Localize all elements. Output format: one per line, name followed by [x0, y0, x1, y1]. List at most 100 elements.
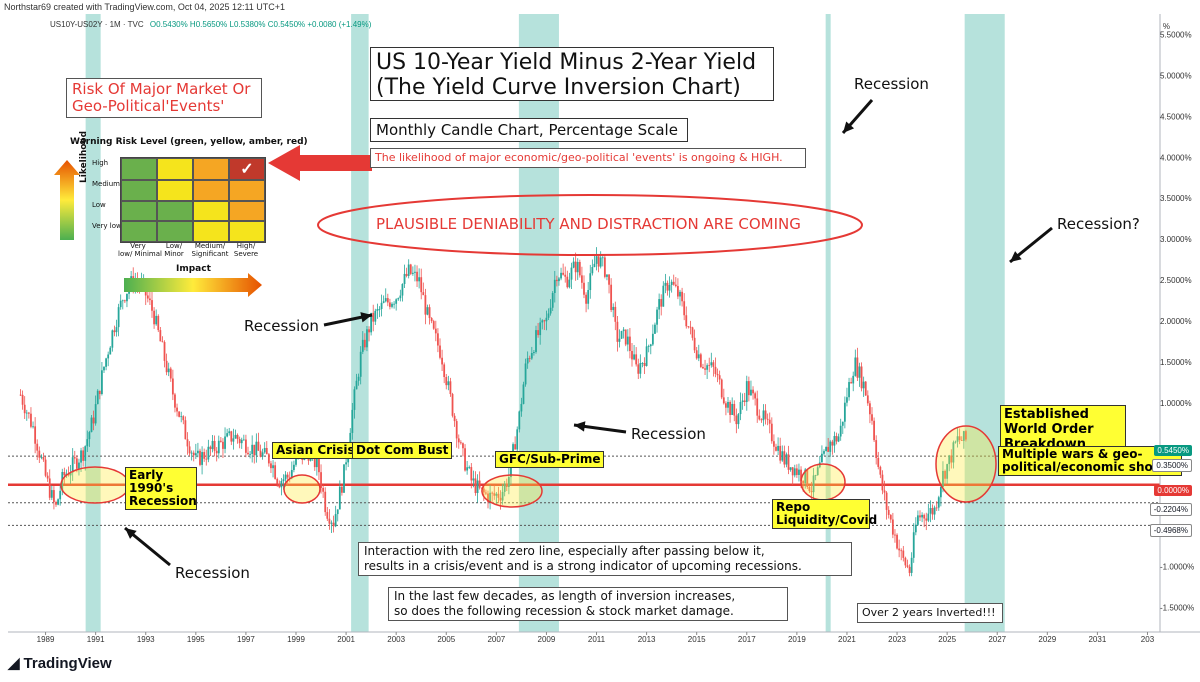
candle-body: [376, 309, 379, 311]
candle-body: [904, 557, 907, 566]
candle-body: [568, 279, 571, 288]
candle-body: [860, 366, 863, 389]
risk-cell: [193, 158, 229, 180]
candle-body: [455, 421, 458, 439]
candle-body: [163, 342, 166, 361]
candle-body: [608, 274, 610, 285]
candle-body: [88, 432, 91, 440]
candle-body: [549, 307, 552, 314]
candle-body: [622, 329, 625, 332]
candle-body: [501, 491, 504, 501]
x-tick-label: 2019: [788, 635, 806, 644]
subtitle-box: Monthly Candle Chart, Percentage Scale: [370, 118, 688, 142]
candle-body: [86, 439, 89, 447]
candle-body: [658, 299, 661, 310]
candle-body: [253, 444, 256, 456]
candle-body: [437, 333, 439, 346]
risk-cell: [121, 221, 157, 242]
candle-body: [380, 302, 383, 309]
x-tick-label: 1995: [187, 635, 205, 644]
candle-body: [197, 450, 199, 454]
candle-body: [795, 468, 798, 475]
candle-body: [459, 442, 462, 444]
candle-series: [19, 247, 967, 577]
candle-body: [23, 404, 26, 414]
risk-matrix-title: Warning Risk Level (green, yellow, amber…: [70, 137, 308, 147]
candle-body: [363, 339, 366, 348]
candle-body: [418, 277, 421, 282]
candle-body: [952, 442, 955, 463]
candle-body: [750, 389, 752, 396]
candle-body: [603, 257, 606, 277]
risk-cell: [121, 158, 157, 180]
candle-body: [643, 363, 646, 366]
x-tick-label: 2023: [888, 635, 906, 644]
candle-body: [111, 330, 114, 348]
candle-body: [530, 353, 533, 359]
candle-body: [656, 309, 658, 325]
candle-body: [201, 452, 203, 465]
candle-body: [837, 436, 840, 442]
candle-body: [361, 339, 364, 352]
candle-body: [42, 457, 45, 460]
candle-body: [370, 312, 373, 333]
candle-body: [873, 420, 875, 441]
candle-body: [451, 394, 454, 416]
candle-body: [647, 346, 650, 347]
candle-body: [236, 434, 239, 440]
candle-body: [691, 327, 694, 338]
candle-body: [434, 328, 437, 334]
candle-body: [50, 490, 53, 498]
highlight-ellipse: [283, 474, 321, 504]
candle-body: [781, 451, 784, 461]
tradingview-logo[interactable]: ◢ TradingView: [8, 654, 112, 672]
highlight-ellipse: [481, 474, 543, 508]
risk-col-label: Very low/ Minimal: [118, 242, 162, 258]
candle-body: [570, 267, 573, 280]
candle-body: [84, 446, 87, 461]
candle-body: [843, 402, 846, 422]
candle-body: [338, 486, 341, 510]
candle-body: [800, 469, 802, 481]
candle-body: [453, 415, 456, 422]
candle-body: [752, 389, 754, 394]
candle-body: [497, 493, 500, 498]
candle-body: [637, 364, 640, 374]
risk-row-label: Low: [92, 201, 106, 209]
candle-body: [564, 274, 567, 277]
x-tick-label: 2013: [638, 635, 656, 644]
candle-body: [829, 441, 832, 452]
candle-body: [522, 384, 525, 404]
risk-cell: [229, 180, 265, 201]
candle-body: [595, 256, 598, 264]
candle-body: [286, 474, 289, 478]
candle-body: [670, 281, 673, 286]
risk-row-label: Medium: [92, 180, 120, 188]
risk-col-label: Low/Minor: [164, 242, 184, 258]
candle-body: [894, 534, 896, 536]
candle-body: [641, 363, 644, 364]
candle-body: [190, 452, 193, 454]
logo-text: TradingView: [23, 655, 112, 672]
candle-body: [681, 291, 683, 302]
candle-body: [808, 486, 811, 492]
currency-unit: %: [1162, 22, 1170, 31]
y-tick-label: 2.0000%: [1160, 317, 1192, 326]
x-tick-label: 2001: [337, 635, 355, 644]
candle-body: [674, 284, 677, 287]
candle-body: [336, 509, 339, 515]
candle-body: [366, 329, 368, 348]
candle-body: [581, 275, 583, 283]
candle-body: [762, 410, 765, 421]
candle-body: [722, 397, 725, 404]
candle-body: [881, 474, 884, 491]
candle-body: [635, 354, 638, 365]
candle-body: [923, 514, 926, 519]
candle-body: [55, 501, 57, 505]
candle-body: [699, 354, 702, 367]
candle-body: [374, 310, 377, 322]
candle-body: [585, 294, 587, 304]
candle-body: [474, 478, 477, 493]
candle-body: [770, 423, 773, 442]
